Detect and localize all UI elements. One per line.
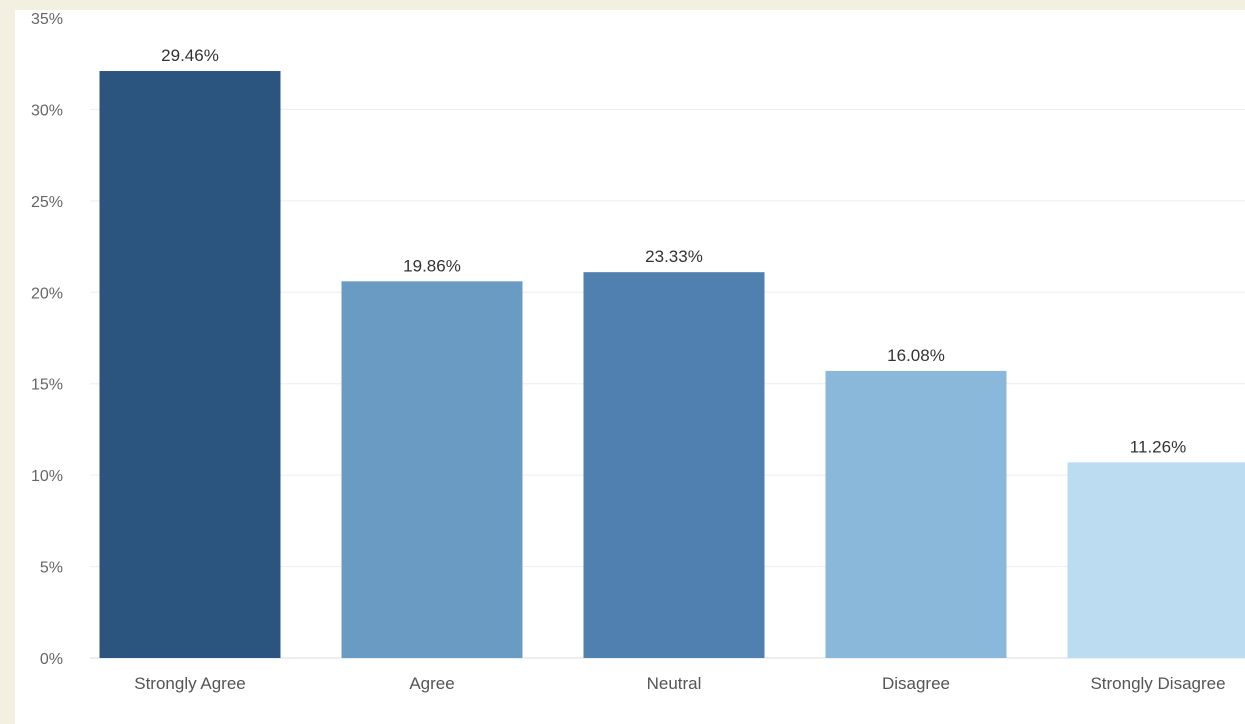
y-tick-label: 20% <box>31 285 63 302</box>
data-label: 11.26% <box>1130 437 1186 456</box>
data-label: 19.86% <box>403 256 461 275</box>
chart-area: 0% 5% 10% 15% 20% 25% 30% 35% 29.46% 19.86% 23.33… <box>15 10 1245 724</box>
x-category-label: Strongly Agree <box>134 674 246 693</box>
data-labels: 29.46% 19.86% 23.33% 16.08% 11.26% <box>161 46 1186 456</box>
bar-strongly-disagree[interactable] <box>1067 462 1245 658</box>
y-tick-label: 15% <box>31 377 63 394</box>
x-category-label: Agree <box>409 674 454 693</box>
data-label: 16.08% <box>887 346 945 365</box>
bar-agree[interactable] <box>341 281 523 658</box>
y-tick-label: 10% <box>31 468 63 485</box>
x-category-label: Strongly Disagree <box>1090 674 1225 693</box>
y-tick-label: 35% <box>31 11 63 28</box>
bar-neutral[interactable] <box>583 272 765 658</box>
bars <box>99 71 1245 659</box>
x-category-label: Disagree <box>882 674 950 693</box>
y-axis-ticks: 0% 5% 10% 15% 20% 25% 30% 35% <box>31 11 63 668</box>
y-tick-label: 5% <box>40 560 63 577</box>
bar-chart: 0% 5% 10% 15% 20% 25% 30% 35% 29.46% 19.86% 23.33… <box>31 11 1245 693</box>
bar-disagree[interactable] <box>825 370 1007 658</box>
y-tick-label: 25% <box>31 194 63 211</box>
bar-strongly-agree[interactable] <box>99 71 281 659</box>
y-tick-label: 30% <box>31 102 63 119</box>
x-axis-categories: Strongly Agree Agree Neutral Disagree Strong… <box>134 674 1225 693</box>
y-tick-label: 0% <box>40 651 63 668</box>
x-category-label: Neutral <box>647 674 702 693</box>
data-label: 23.33% <box>645 247 703 266</box>
data-label: 29.46% <box>161 46 219 65</box>
